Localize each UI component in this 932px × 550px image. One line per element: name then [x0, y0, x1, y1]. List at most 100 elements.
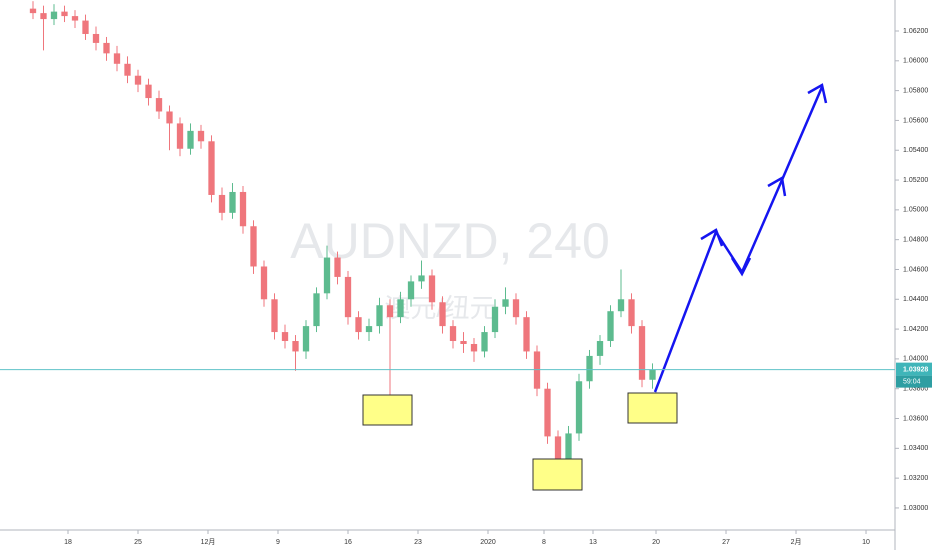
y-tick-label: 1.05000	[903, 207, 928, 214]
candle-body	[40, 13, 47, 20]
x-tick-label: 2020	[480, 539, 496, 546]
candle-body	[281, 332, 289, 342]
y-tick-label: 1.03600	[903, 415, 928, 422]
candle-body	[302, 326, 310, 352]
candle-body	[397, 299, 404, 318]
candle-body	[586, 355, 593, 382]
watermark-symbol: AUDNZD, 240	[290, 213, 610, 269]
candle-body	[617, 299, 625, 312]
y-tick-label: 1.04800	[903, 237, 928, 244]
candle-body	[124, 63, 131, 76]
candle-body	[575, 381, 583, 434]
x-tick-label: 2月	[791, 538, 802, 546]
y-tick-label: 1.03000	[903, 505, 928, 512]
y-tick-label: 1.05200	[903, 177, 928, 184]
candle-body	[365, 326, 373, 333]
candle-body	[544, 388, 551, 437]
candle-body	[491, 306, 499, 333]
arrow-head	[767, 176, 787, 197]
candle-body	[250, 226, 257, 267]
y-tick-label: 1.04400	[903, 296, 928, 303]
y-tick-label: 1.03200	[903, 475, 928, 482]
y-tick-label: 1.05800	[903, 87, 928, 94]
y-tick-label: 1.05400	[903, 147, 928, 154]
candle-body	[145, 84, 152, 99]
candle-body	[607, 311, 614, 342]
candle-body	[355, 317, 362, 333]
candle-body	[208, 141, 215, 195]
candle-body	[638, 326, 646, 380]
x-tick-label: 20	[652, 539, 660, 546]
candle-body	[481, 332, 488, 352]
candle-body	[502, 299, 509, 307]
candle-body	[71, 16, 79, 21]
annotations	[362, 83, 828, 491]
support-box	[627, 392, 678, 424]
x-tick-label: 8	[542, 539, 546, 546]
candle-body	[113, 53, 121, 64]
candle-body	[512, 299, 520, 318]
candle-body	[596, 341, 604, 356]
candle-body	[418, 275, 425, 282]
candle-body	[428, 275, 436, 303]
candle-body	[155, 98, 163, 112]
candle-body	[554, 436, 562, 471]
candle-body	[292, 341, 299, 352]
y-tick-label: 1.06000	[903, 58, 928, 65]
last-price-label: 1.03928	[903, 366, 928, 373]
x-tick-label: 27	[722, 539, 730, 546]
candle-body	[166, 111, 173, 124]
candle-body	[565, 433, 572, 471]
candle-body	[386, 305, 394, 318]
arrow-head	[700, 228, 724, 247]
y-tick-label: 1.06200	[903, 28, 928, 35]
y-tick-label: 1.04600	[903, 266, 928, 273]
y-tick-label: 1.04200	[903, 326, 928, 333]
arrow-head	[807, 83, 828, 104]
candle-body	[523, 317, 530, 352]
support-box	[532, 458, 583, 491]
candle-body	[628, 299, 635, 327]
candle-body	[82, 20, 89, 34]
candle-body	[344, 276, 352, 318]
candle-body	[92, 33, 100, 43]
candle-body	[218, 194, 226, 213]
x-tick-label: 23	[414, 539, 422, 546]
candle-body	[460, 341, 467, 344]
x-tick-label: 13	[589, 539, 597, 546]
candle-body	[376, 305, 383, 327]
candle-body	[176, 123, 184, 149]
x-tick-label: 16	[344, 539, 352, 546]
candle-body	[649, 369, 656, 380]
candle-body	[313, 293, 320, 327]
candle-body	[50, 11, 58, 20]
candle-body	[470, 343, 478, 352]
candle-body	[407, 281, 415, 300]
candle-body	[29, 8, 37, 14]
x-tick-label: 10	[862, 539, 870, 546]
candle-body	[61, 11, 68, 17]
arrow-head	[730, 257, 752, 277]
last-price-box	[896, 362, 932, 376]
candle-body	[323, 257, 331, 294]
y-tick-label: 1.05600	[903, 117, 928, 124]
candle-body	[229, 191, 236, 213]
candle-body	[260, 266, 268, 300]
candle-body	[239, 191, 247, 227]
y-tick-label: 1.03400	[903, 445, 928, 452]
candle-body	[334, 257, 341, 277]
candle-body	[187, 130, 194, 149]
support-box	[362, 394, 413, 426]
y-tick-label: 1.03800	[903, 386, 928, 393]
candles	[29, 1, 656, 485]
candle-body	[439, 302, 446, 327]
candle-body	[271, 299, 278, 333]
y-tick-label: 1.04000	[903, 356, 928, 363]
countdown-label: 59:04	[903, 378, 921, 385]
x-tick-label: 18	[64, 539, 72, 546]
x-tick-label: 9	[276, 539, 280, 546]
countdown-box	[896, 375, 932, 388]
candle-body	[103, 42, 110, 54]
x-tick-label: 12月	[201, 538, 216, 546]
